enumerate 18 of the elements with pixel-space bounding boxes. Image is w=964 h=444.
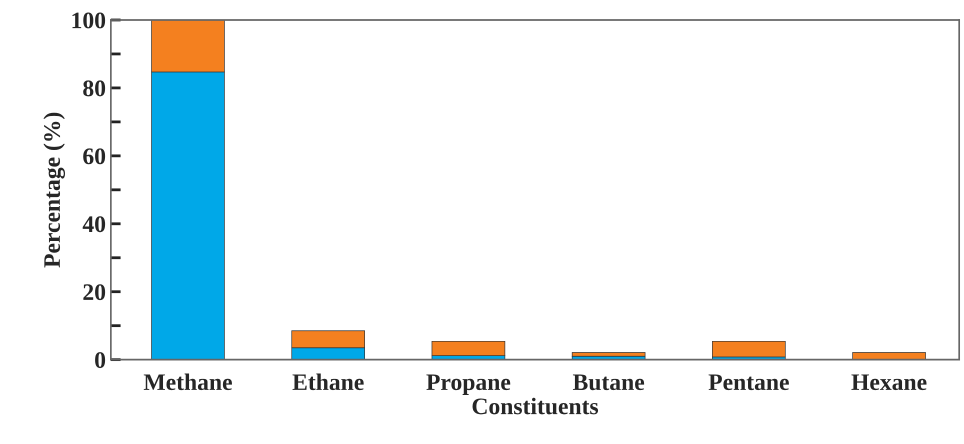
x-tick-label: Propane [426, 374, 510, 395]
y-tick-label: 60 [83, 148, 106, 164]
x-tick-label: Methane [144, 374, 232, 390]
y-axis-title: Percentage (%) [43, 112, 66, 268]
bar [572, 352, 646, 357]
y-tick-label: 40 [82, 216, 106, 232]
x-tick-label: Butane [572, 374, 644, 390]
bar [432, 340, 506, 356]
y-tick-label: 80 [83, 80, 106, 96]
y-tick-label: 100 [72, 12, 106, 28]
bar [852, 352, 926, 360]
x-tick-label: Hexane [851, 374, 926, 390]
y-tick-label: 20 [83, 284, 106, 300]
x-axis-title: Constituents [472, 398, 598, 414]
y-tick-label: 0 [95, 352, 106, 368]
bar [712, 340, 786, 358]
x-tick-label: Pentane [708, 374, 789, 390]
x-tick-label: Ethane [292, 374, 364, 390]
